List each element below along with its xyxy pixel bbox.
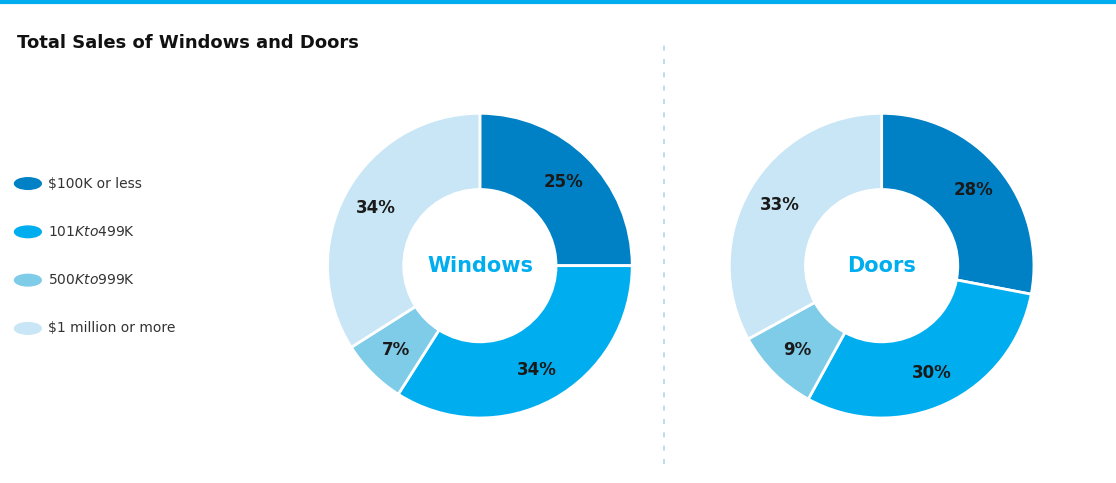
Text: $101K to $499K: $101K to $499K (48, 225, 135, 239)
Wedge shape (808, 280, 1031, 418)
Text: 9%: 9% (783, 341, 811, 359)
Text: 7%: 7% (382, 341, 410, 359)
Wedge shape (730, 114, 882, 339)
Text: 25%: 25% (543, 172, 584, 191)
Text: 34%: 34% (356, 199, 396, 217)
Wedge shape (352, 306, 439, 394)
Text: $1 million or more: $1 million or more (48, 322, 175, 335)
Text: Doors: Doors (847, 256, 916, 276)
Text: $100K or less: $100K or less (48, 177, 142, 190)
Text: $500K to $999K: $500K to $999K (48, 273, 135, 287)
Text: 34%: 34% (517, 361, 557, 379)
Text: Windows: Windows (427, 256, 532, 276)
Wedge shape (480, 114, 632, 266)
Wedge shape (328, 114, 480, 347)
Wedge shape (882, 114, 1033, 294)
Text: 28%: 28% (953, 181, 993, 199)
Wedge shape (748, 302, 845, 399)
Text: 33%: 33% (759, 196, 799, 214)
Text: Total Sales of Windows and Doors: Total Sales of Windows and Doors (17, 34, 358, 52)
Wedge shape (398, 266, 632, 418)
Text: 30%: 30% (913, 364, 952, 382)
